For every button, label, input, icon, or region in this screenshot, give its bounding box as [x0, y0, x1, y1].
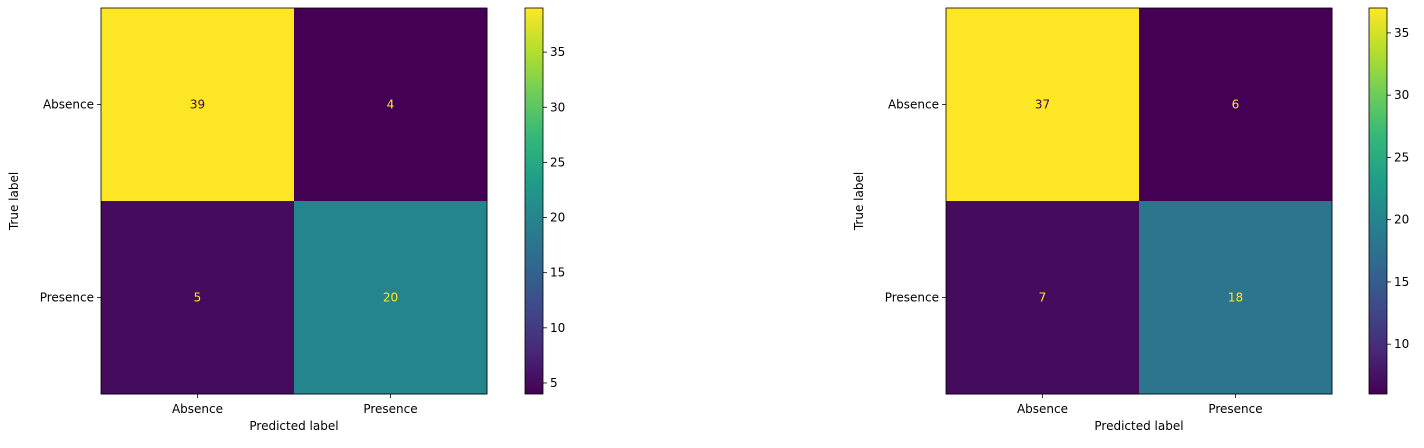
cell-value-0-1: 4	[387, 98, 395, 112]
cell-value-0-0: 39	[190, 98, 205, 112]
colorbar-tick-label: 25	[550, 155, 565, 169]
cell-0-1	[1139, 8, 1333, 202]
colorbar-tick-label: 5	[550, 376, 558, 390]
cell-0-1	[294, 8, 488, 202]
x-tick-label: Absence	[1017, 402, 1068, 416]
cell-value-1-0: 7	[1039, 291, 1047, 305]
colorbar	[1368, 7, 1388, 395]
x-tick-label: Absence	[172, 402, 223, 416]
cell-value-0-1: 6	[1232, 98, 1240, 112]
y-tick-label: Presence	[40, 291, 94, 305]
cell-value-0-0: 37	[1035, 98, 1050, 112]
colorbar-tick-label: 10	[550, 321, 565, 335]
cell-value-1-1: 20	[383, 291, 398, 305]
y-tick-label: Absence	[888, 98, 939, 112]
confusion-matrix-2: 37 6 7 18 Absence Presence Absence Presence Pred…	[852, 7, 1409, 433]
axes-frame	[945, 7, 1333, 395]
y-axis-label: True label	[7, 172, 21, 231]
colorbar-tick-label: 30	[1394, 88, 1409, 102]
colorbar-tick-label: 10	[1394, 337, 1409, 351]
cell-1-1	[294, 201, 488, 395]
y-tick-label: Absence	[43, 98, 94, 112]
x-tick-label: Presence	[363, 402, 417, 416]
cell-1-0	[946, 201, 1140, 395]
colorbar-tick-label: 35	[550, 45, 565, 59]
colorbar-tick-label: 20	[1394, 213, 1409, 227]
cell-0-0	[946, 8, 1140, 202]
colorbar	[524, 7, 544, 395]
colorbar-tick-label: 30	[550, 100, 565, 114]
cell-1-1	[1139, 201, 1333, 395]
y-axis-label: True label	[852, 172, 866, 231]
colorbar-tick-label: 35	[1394, 26, 1409, 40]
confusion-matrix-1: 39 4 5 20 Absence Presence Absence Presence Pred…	[7, 7, 565, 433]
colorbar-tick-label: 25	[1394, 150, 1409, 164]
x-axis-label: Predicted label	[1094, 419, 1183, 433]
cell-value-1-1: 18	[1228, 291, 1243, 305]
cell-1-0	[101, 201, 295, 395]
y-tick-label: Presence	[885, 291, 939, 305]
axes-frame	[100, 7, 488, 395]
x-tick-label: Presence	[1208, 402, 1262, 416]
colorbar-tick-label: 15	[1394, 275, 1409, 289]
colorbar-tick-label: 15	[550, 266, 565, 280]
x-axis-label: Predicted label	[249, 419, 338, 433]
cell-value-1-0: 5	[194, 291, 202, 305]
colorbar-tick-label: 20	[550, 211, 565, 225]
cell-0-0	[101, 8, 295, 202]
